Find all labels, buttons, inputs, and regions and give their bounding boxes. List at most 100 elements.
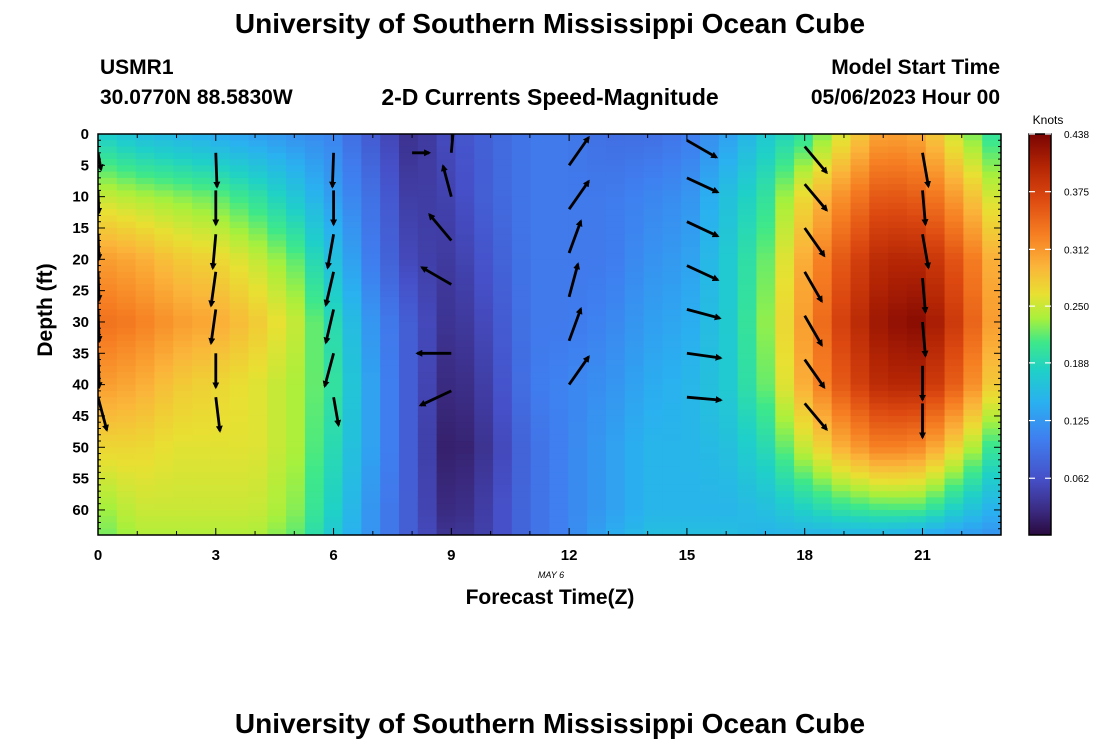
heatmap-cell (681, 472, 701, 480)
heatmap-cell (98, 177, 118, 185)
heatmap-cell (700, 309, 720, 317)
heatmap-cell (436, 491, 457, 499)
heatmap-cell (474, 484, 494, 492)
heatmap-cell (417, 171, 438, 179)
heatmap-cell (700, 190, 720, 198)
heatmap-cell (737, 378, 758, 386)
heatmap-cell (643, 359, 663, 367)
heatmap-cell (982, 428, 1001, 436)
heatmap-cell (304, 491, 325, 499)
heatmap-cell (549, 315, 569, 323)
heatmap-cell (700, 384, 720, 392)
heatmap-cell (436, 328, 457, 336)
heatmap-cell (436, 296, 457, 304)
heatmap-cell (624, 271, 645, 279)
heatmap-cell (135, 334, 156, 342)
current-vector-arrow (209, 234, 218, 271)
heatmap-cell (944, 472, 964, 480)
heatmap-cell (624, 441, 645, 448)
heatmap-cell (361, 140, 381, 148)
heatmap-cell (794, 372, 814, 379)
heatmap-cell (361, 491, 381, 499)
heatmap-cell (888, 215, 908, 223)
heatmap-cell (399, 134, 419, 141)
heatmap-cell (605, 215, 626, 223)
heatmap-cell (417, 522, 438, 530)
heatmap-cell (587, 365, 607, 373)
heatmap-cell (154, 472, 174, 480)
heatmap-cell (906, 265, 927, 273)
heatmap-cell (982, 422, 1001, 430)
heatmap-cell (737, 428, 758, 436)
heatmap-cell (794, 196, 814, 204)
heatmap-cell (493, 328, 513, 336)
heatmap-cell (700, 516, 720, 524)
heatmap-cell (399, 315, 419, 323)
heatmap-cell (229, 221, 250, 229)
heatmap-cell (850, 478, 870, 486)
heatmap-cell (888, 441, 908, 448)
heatmap-cell (229, 434, 250, 442)
heatmap-cell (775, 303, 795, 311)
heatmap-cell (436, 215, 457, 223)
heatmap-cell (304, 171, 325, 179)
station-id: USMR1 (100, 56, 174, 79)
heatmap-cell (643, 441, 663, 448)
heatmap-cell (643, 447, 663, 455)
heatmap-cell (98, 152, 118, 160)
heatmap-cell (587, 334, 607, 342)
heatmap-cell (116, 365, 137, 373)
heatmap-cell (248, 146, 268, 154)
heatmap-cell (229, 478, 250, 486)
heatmap-cell (192, 428, 212, 436)
heatmap-cell (794, 334, 814, 342)
heatmap-cell (342, 428, 362, 436)
heatmap-cell (982, 196, 1001, 204)
heatmap-cell (417, 509, 438, 517)
heatmap-cell (850, 522, 870, 530)
heatmap-cell (587, 303, 607, 311)
heatmap-cell (643, 522, 663, 530)
heatmap-cell (568, 472, 588, 480)
heatmap-cell (906, 209, 927, 217)
heatmap-cell (286, 215, 306, 223)
heatmap-cell (229, 184, 250, 191)
heatmap-cell (718, 227, 739, 235)
heatmap-cell (399, 196, 419, 204)
heatmap-cell (944, 165, 964, 173)
heatmap-cell (888, 453, 908, 461)
x-tick-label: 15 (679, 547, 696, 564)
heatmap-cell (286, 509, 306, 517)
heatmap-cell (794, 359, 814, 367)
heatmap-cell (116, 347, 137, 354)
heatmap-cell (511, 397, 532, 405)
heatmap-cell (192, 196, 212, 204)
heatmap-cell (756, 447, 776, 455)
heatmap-cell (399, 365, 419, 373)
heatmap-cell (530, 171, 551, 179)
heatmap-cell (210, 321, 231, 329)
heatmap-cell (474, 171, 494, 179)
heatmap-cell (850, 321, 870, 329)
heatmap-cell (267, 522, 287, 530)
heatmap-cell (737, 434, 758, 442)
heatmap-cell (192, 347, 212, 354)
heatmap-cell (455, 215, 475, 223)
heatmap-cell (549, 246, 569, 254)
heatmap-cell (116, 240, 137, 248)
heatmap-cell (624, 409, 645, 417)
heatmap-cell (605, 152, 626, 160)
heatmap-cell (925, 259, 946, 267)
heatmap-cell (248, 246, 268, 254)
heatmap-cell (417, 296, 438, 304)
heatmap-cell (624, 340, 645, 348)
heatmap-cell (944, 278, 964, 285)
heatmap-cell (229, 190, 250, 198)
heatmap-cell (906, 315, 927, 323)
heatmap-cell (869, 309, 889, 317)
heatmap-cell (511, 315, 532, 323)
heatmap-cell (869, 522, 889, 530)
heatmap-cell (906, 328, 927, 336)
heatmap-cell (210, 259, 231, 267)
heatmap-cell (681, 215, 701, 223)
